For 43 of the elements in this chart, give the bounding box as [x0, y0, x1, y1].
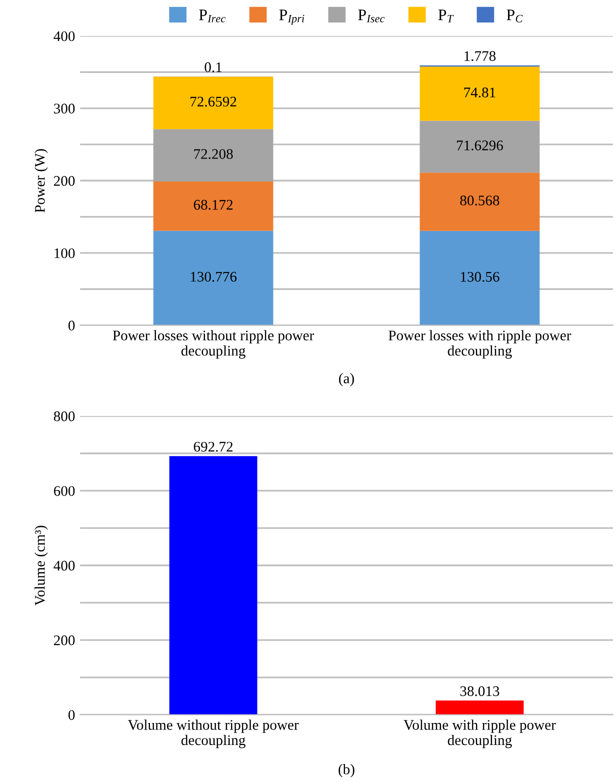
bar — [153, 181, 274, 231]
bar — [153, 129, 274, 182]
legend-label: P$_{Irec}$ — [199, 10, 226, 22]
bar — [420, 230, 540, 326]
text: (b) — [338, 764, 354, 778]
data-label: 68.172 — [194, 200, 233, 210]
y-tick-label: 800 — [54, 411, 75, 422]
data-label: 692.72 — [194, 442, 233, 452]
bar — [420, 66, 540, 121]
x-tick-label: Power losses with ripple power decoupling — [388, 330, 572, 359]
data-label: 130.56 — [460, 272, 500, 282]
y-tick-label: 400 — [54, 560, 75, 571]
data-label: 72.208 — [194, 149, 233, 159]
legend-label: P$_{Ipri}$ — [279, 10, 304, 25]
data-label: 72.6592 — [190, 96, 236, 107]
x-tick-label: Volume with ripple power decoupling — [404, 720, 556, 748]
legend-label: P$_{T}$ — [438, 10, 454, 22]
data-label: 130.776 — [190, 272, 237, 282]
data-label: 80.568 — [460, 196, 500, 206]
text: (a) — [339, 373, 354, 386]
bar — [153, 230, 274, 326]
data-label: 0.1 — [204, 62, 222, 72]
y-tick-label: 0 — [68, 320, 75, 331]
bar — [420, 120, 540, 173]
x-tick-label: Volume without ripple power decoupling — [128, 720, 299, 748]
legend-label: P$_{C}$ — [506, 10, 523, 22]
bar — [153, 76, 274, 130]
data-label: 71.6296 — [456, 140, 503, 150]
data-label: 74.81 — [464, 88, 496, 98]
y-tick-label: 600 — [54, 486, 75, 496]
data-label: 38.013 — [460, 686, 500, 696]
y-axis-title: Power (W) — [34, 149, 48, 212]
y-axis-title: Volume (cm³) — [34, 526, 48, 606]
bar — [420, 172, 540, 231]
y-tick-label: 200 — [54, 176, 75, 186]
y-tick-label: 300 — [54, 104, 75, 114]
legend-label: P$_{Isec}$ — [358, 10, 385, 22]
y-tick-label: 400 — [54, 31, 75, 42]
data-label: 1.778 — [464, 51, 496, 62]
y-tick-label: 100 — [54, 248, 75, 258]
y-tick-label: 200 — [54, 635, 75, 646]
x-tick-label: Power losses without ripple power decoupling — [112, 330, 314, 359]
y-tick-label: 0 — [68, 710, 75, 720]
